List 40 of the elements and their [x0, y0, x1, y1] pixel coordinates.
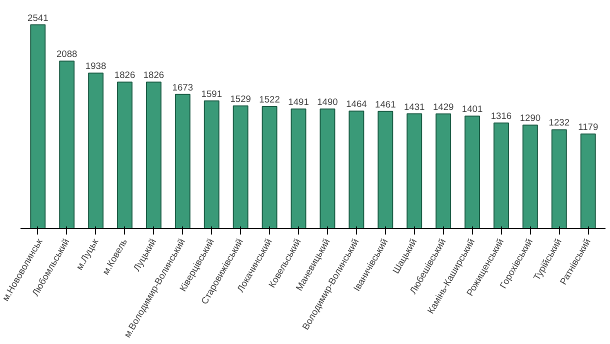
- bar: [117, 82, 132, 228]
- bar: [494, 122, 509, 228]
- data-label: 2541: [28, 12, 48, 23]
- data-label: 1673: [172, 82, 194, 92]
- bar: [551, 129, 567, 228]
- bar: [262, 106, 278, 228]
- bar: [174, 94, 190, 228]
- data-label: 1429: [432, 102, 454, 112]
- data-label: 1290: [520, 113, 541, 124]
- data-label: 1529: [230, 94, 251, 104]
- data-label: 1826: [143, 70, 164, 80]
- data-label: 1431: [404, 102, 425, 112]
- data-label: 2088: [56, 49, 78, 60]
- data-label: 1179: [578, 122, 598, 132]
- data-label: 1401: [462, 104, 483, 114]
- bar: [204, 100, 220, 228]
- bar: [59, 60, 75, 228]
- data-label: 1232: [548, 118, 570, 128]
- bar: [406, 113, 422, 228]
- bar: [464, 116, 480, 228]
- data-label: 1316: [490, 110, 512, 121]
- data-label: 1938: [85, 61, 106, 72]
- data-label: 1491: [288, 96, 309, 107]
- data-label: 1490: [317, 97, 338, 108]
- bar: [522, 124, 538, 228]
- data-label: 1461: [375, 99, 396, 110]
- bar: [290, 108, 306, 228]
- bar: [378, 110, 394, 228]
- bar: [88, 72, 104, 228]
- bar: [320, 108, 336, 228]
- data-label: 1591: [201, 88, 222, 99]
- bar: [232, 105, 248, 228]
- data-label: 1826: [114, 70, 136, 80]
- bar: [146, 82, 162, 228]
- bar: [436, 113, 452, 228]
- data-label: 1464: [346, 99, 367, 110]
- bar: [348, 110, 364, 228]
- bar: [580, 133, 596, 228]
- bar: [30, 24, 46, 228]
- data-label: 1522: [259, 94, 280, 104]
